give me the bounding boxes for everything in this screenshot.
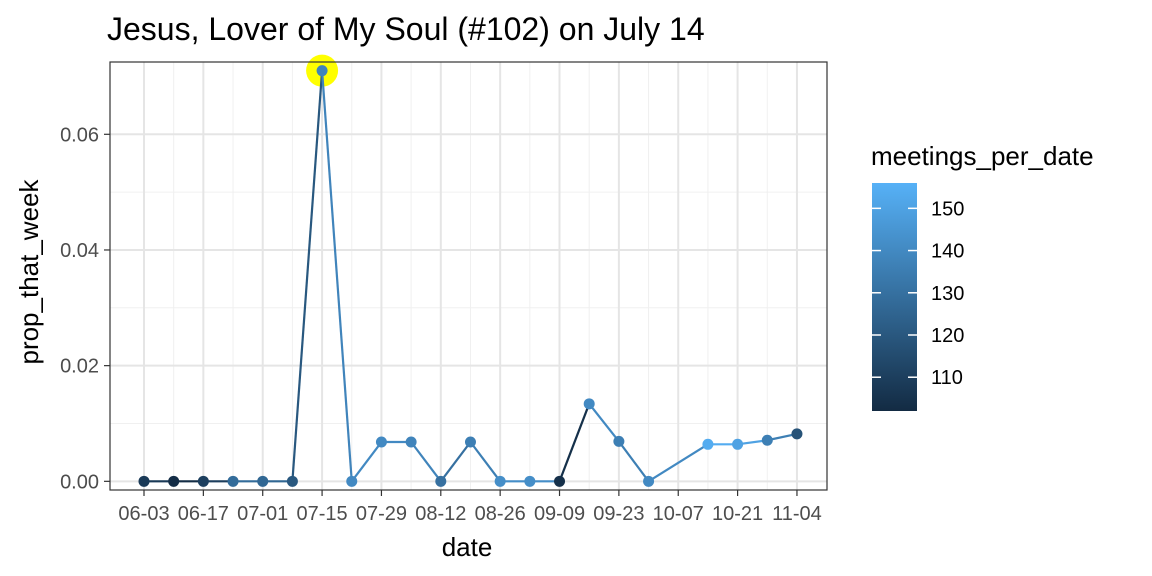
data-point: [524, 475, 536, 487]
data-point: [346, 475, 358, 487]
x-tick-label: 09-09: [534, 503, 585, 525]
data-point: [702, 438, 714, 450]
line-segment: [469, 441, 502, 482]
data-point: [138, 475, 150, 487]
panel-border: [109, 61, 828, 491]
data-point: [494, 475, 506, 487]
data-point: [375, 436, 387, 448]
legend-tick-label: 110: [931, 367, 963, 389]
data-point: [227, 475, 239, 487]
legend-colorbar: [872, 183, 917, 411]
line-segment: [647, 443, 709, 483]
legend-tick-label: 150: [931, 198, 964, 220]
legend-tick-label: 130: [931, 283, 964, 305]
x-tick-label: 10-21: [712, 503, 763, 525]
data-point: [791, 428, 803, 440]
plot-panel: 0.00 0.02 0.04 0.06 06-03 06-17 07-01 07-15 07-2…: [60, 54, 828, 525]
x-tick-label: 08-12: [415, 503, 466, 525]
line-segment: [558, 403, 591, 482]
line-segment: [320, 70, 353, 482]
data-point: [613, 435, 625, 447]
x-tick-label: 07-01: [237, 503, 288, 525]
y-tick-label: 0.00: [60, 471, 99, 493]
data-point: [761, 434, 773, 446]
x-tick-label: 07-29: [356, 503, 407, 525]
data-point: [464, 436, 476, 448]
data-point: [405, 436, 417, 448]
legend-tick-label: 140: [931, 241, 964, 263]
data-point: [732, 438, 744, 450]
data-point: [435, 475, 447, 487]
data-point: [257, 475, 269, 487]
chart-title: Jesus, Lover of My Soul (#102) on July 1…: [107, 11, 705, 47]
legend-tick-label: 120: [931, 325, 964, 347]
x-tick-label: 07-15: [297, 503, 348, 525]
y-tick-label: 0.04: [60, 240, 99, 262]
line-segment: [410, 441, 442, 482]
line-segment: [350, 441, 383, 482]
color-legend: meetings_per_date 110 120 130 140 150: [871, 141, 1094, 411]
x-tick-label: 06-17: [178, 503, 229, 525]
data-point: [168, 475, 180, 487]
x-tick-label: 10-07: [653, 503, 704, 525]
x-tick-label: 06-03: [118, 503, 169, 525]
data-point: [554, 475, 566, 487]
y-tick-label: 0.02: [60, 356, 99, 378]
x-tick-label: 08-26: [475, 503, 526, 525]
data-point: [316, 65, 328, 77]
legend-title: meetings_per_date: [871, 141, 1094, 171]
plot-background: [110, 62, 827, 490]
data-point: [286, 475, 298, 487]
x-axis-title: date: [442, 532, 493, 562]
line-segment: [617, 440, 650, 482]
line-segment: [291, 70, 324, 482]
line-segment: [439, 441, 472, 482]
y-tick-label: 0.06: [60, 124, 99, 146]
data-point: [643, 475, 655, 487]
data-point: [197, 475, 209, 487]
line-segment: [588, 403, 620, 443]
x-tick-label: 09-23: [593, 503, 644, 525]
x-tick-label: 11-04: [772, 503, 822, 525]
y-axis-title: prop_that_week: [14, 178, 44, 364]
data-point: [583, 398, 595, 410]
